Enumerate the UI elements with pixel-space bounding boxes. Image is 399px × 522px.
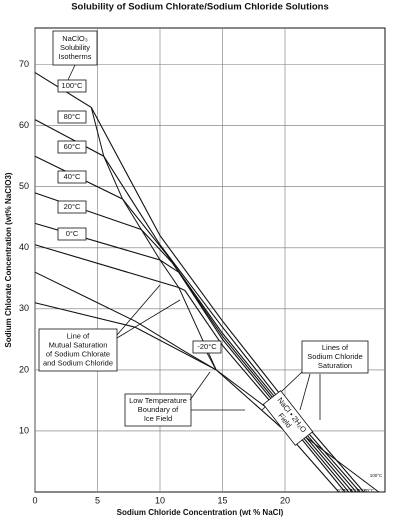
- end-label: 0°C: [337, 488, 345, 493]
- series-label: 0°C: [66, 229, 79, 238]
- annotation-text: Saturation: [318, 361, 352, 370]
- x-tick-label: 10: [155, 495, 165, 505]
- isotherm-line: [34, 72, 365, 493]
- x-tick-label: 0: [32, 495, 37, 505]
- annotation-text: NaClO₃: [62, 34, 88, 43]
- annotation-text: Mutual Saturation: [49, 340, 108, 349]
- x-tick-label: 15: [217, 495, 227, 505]
- x-tick-label: 20: [280, 495, 290, 505]
- annotation-text: Ice Field: [144, 414, 172, 423]
- series-label: 40°C: [64, 172, 81, 181]
- annotation-text: of Sodium Chlorate: [46, 349, 110, 358]
- annotation-text: Line of: [67, 331, 90, 340]
- end-label: 40°C: [350, 488, 361, 493]
- annotation-text: Lines of: [322, 343, 349, 352]
- pointer-line: [67, 64, 76, 81]
- annotation-text: Solubility: [60, 43, 90, 52]
- x-tick-label: 5: [95, 495, 100, 505]
- annotation-box: [262, 390, 314, 446]
- end-label: 20°C: [343, 488, 354, 493]
- end-label: 100°C: [370, 473, 383, 478]
- y-axis-label: Sodium Chlorate Concentration (wt% NaClO…: [4, 172, 13, 347]
- annotation-box: [52, 30, 98, 66]
- series-label: 20°C: [64, 202, 81, 211]
- end-label: 60°C: [357, 488, 368, 493]
- annotation-text: and Sodium Chloride: [43, 358, 113, 367]
- x-axis-label: Sodium Chloride Concentration (wt % NaCl…: [117, 508, 284, 517]
- y-tick-label: 60: [19, 120, 29, 130]
- y-tick-label: 30: [19, 303, 29, 313]
- label-box: [57, 110, 87, 124]
- pointer-line: [116, 284, 161, 336]
- end-label: 80°C: [364, 488, 375, 493]
- y-tick-label: 70: [19, 59, 29, 69]
- pointer-line: [206, 352, 216, 369]
- series-label: 100°C: [62, 81, 84, 90]
- y-tick-label: 40: [19, 242, 29, 252]
- label-box: [57, 200, 87, 214]
- pointer-line: [116, 299, 181, 339]
- y-tick-label: 50: [19, 181, 29, 191]
- annotation-text: Sodium Chloride: [307, 352, 362, 361]
- annotation-box: [124, 393, 192, 427]
- label-box: [57, 79, 87, 93]
- isotherm-line: [34, 302, 340, 493]
- series-label: 80°C: [64, 112, 81, 121]
- label-box: [57, 170, 87, 184]
- pointer-line: [189, 371, 211, 401]
- y-tick-label: 10: [19, 425, 29, 435]
- annotation-text: Isotherms: [59, 52, 92, 61]
- series-label: -20°C: [197, 342, 217, 351]
- annotation-box: [301, 340, 369, 374]
- label-box: [57, 227, 87, 241]
- annotation-text: Low Temperature: [129, 396, 187, 405]
- label-box: [57, 140, 87, 154]
- annotation-box: [38, 328, 118, 372]
- pointer-line: [299, 373, 311, 411]
- y-tick-label: 20: [19, 364, 29, 374]
- series-label: 60°C: [64, 142, 81, 151]
- annotation-text: Boundary of: [138, 405, 179, 414]
- boundary-line: [34, 271, 217, 371]
- chart-title: Solubility of Sodium Chlorate/Sodium Chl…: [71, 2, 329, 13]
